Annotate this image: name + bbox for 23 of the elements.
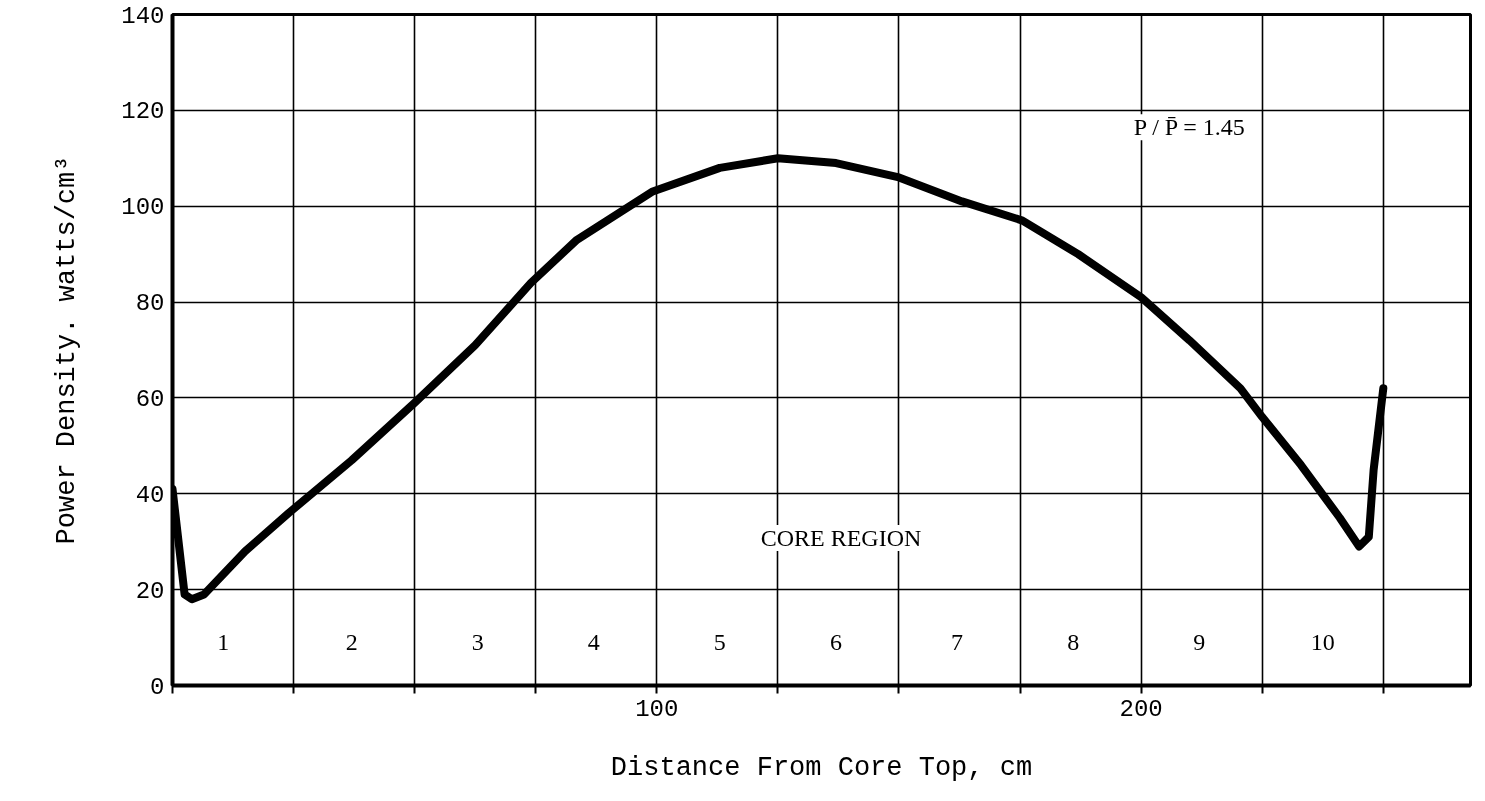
y-tick-label: 120: [121, 98, 165, 126]
y-tick-label: 100: [121, 194, 165, 222]
y-tick-label: 20: [135, 577, 165, 605]
y-tick-label: 0: [150, 673, 165, 701]
annotation: 3: [471, 628, 484, 655]
annotation: 1: [217, 628, 230, 655]
annotation: 5: [713, 628, 726, 655]
x-tick-label: 200: [1119, 695, 1163, 723]
y-tick-label: 140: [121, 2, 165, 30]
y-tick-label: 80: [135, 290, 165, 318]
x-axis-title: Distance From Core Top, cm: [610, 752, 1033, 783]
annotation: 8: [1067, 628, 1080, 655]
annotation: 10: [1310, 628, 1335, 655]
y-tick-label: 40: [135, 481, 165, 509]
y-tick-label: 60: [135, 385, 165, 413]
annotation: 4: [587, 628, 600, 655]
annotation: 9: [1193, 628, 1206, 655]
annotation: P / P̄ = 1.45: [1133, 114, 1245, 141]
annotation: 2: [345, 628, 358, 655]
annotation: 7: [951, 628, 964, 655]
annotation: CORE REGION: [760, 524, 922, 551]
y-axis-title: Power Density. watts/cm³: [52, 155, 83, 545]
annotation: 6: [830, 628, 843, 655]
